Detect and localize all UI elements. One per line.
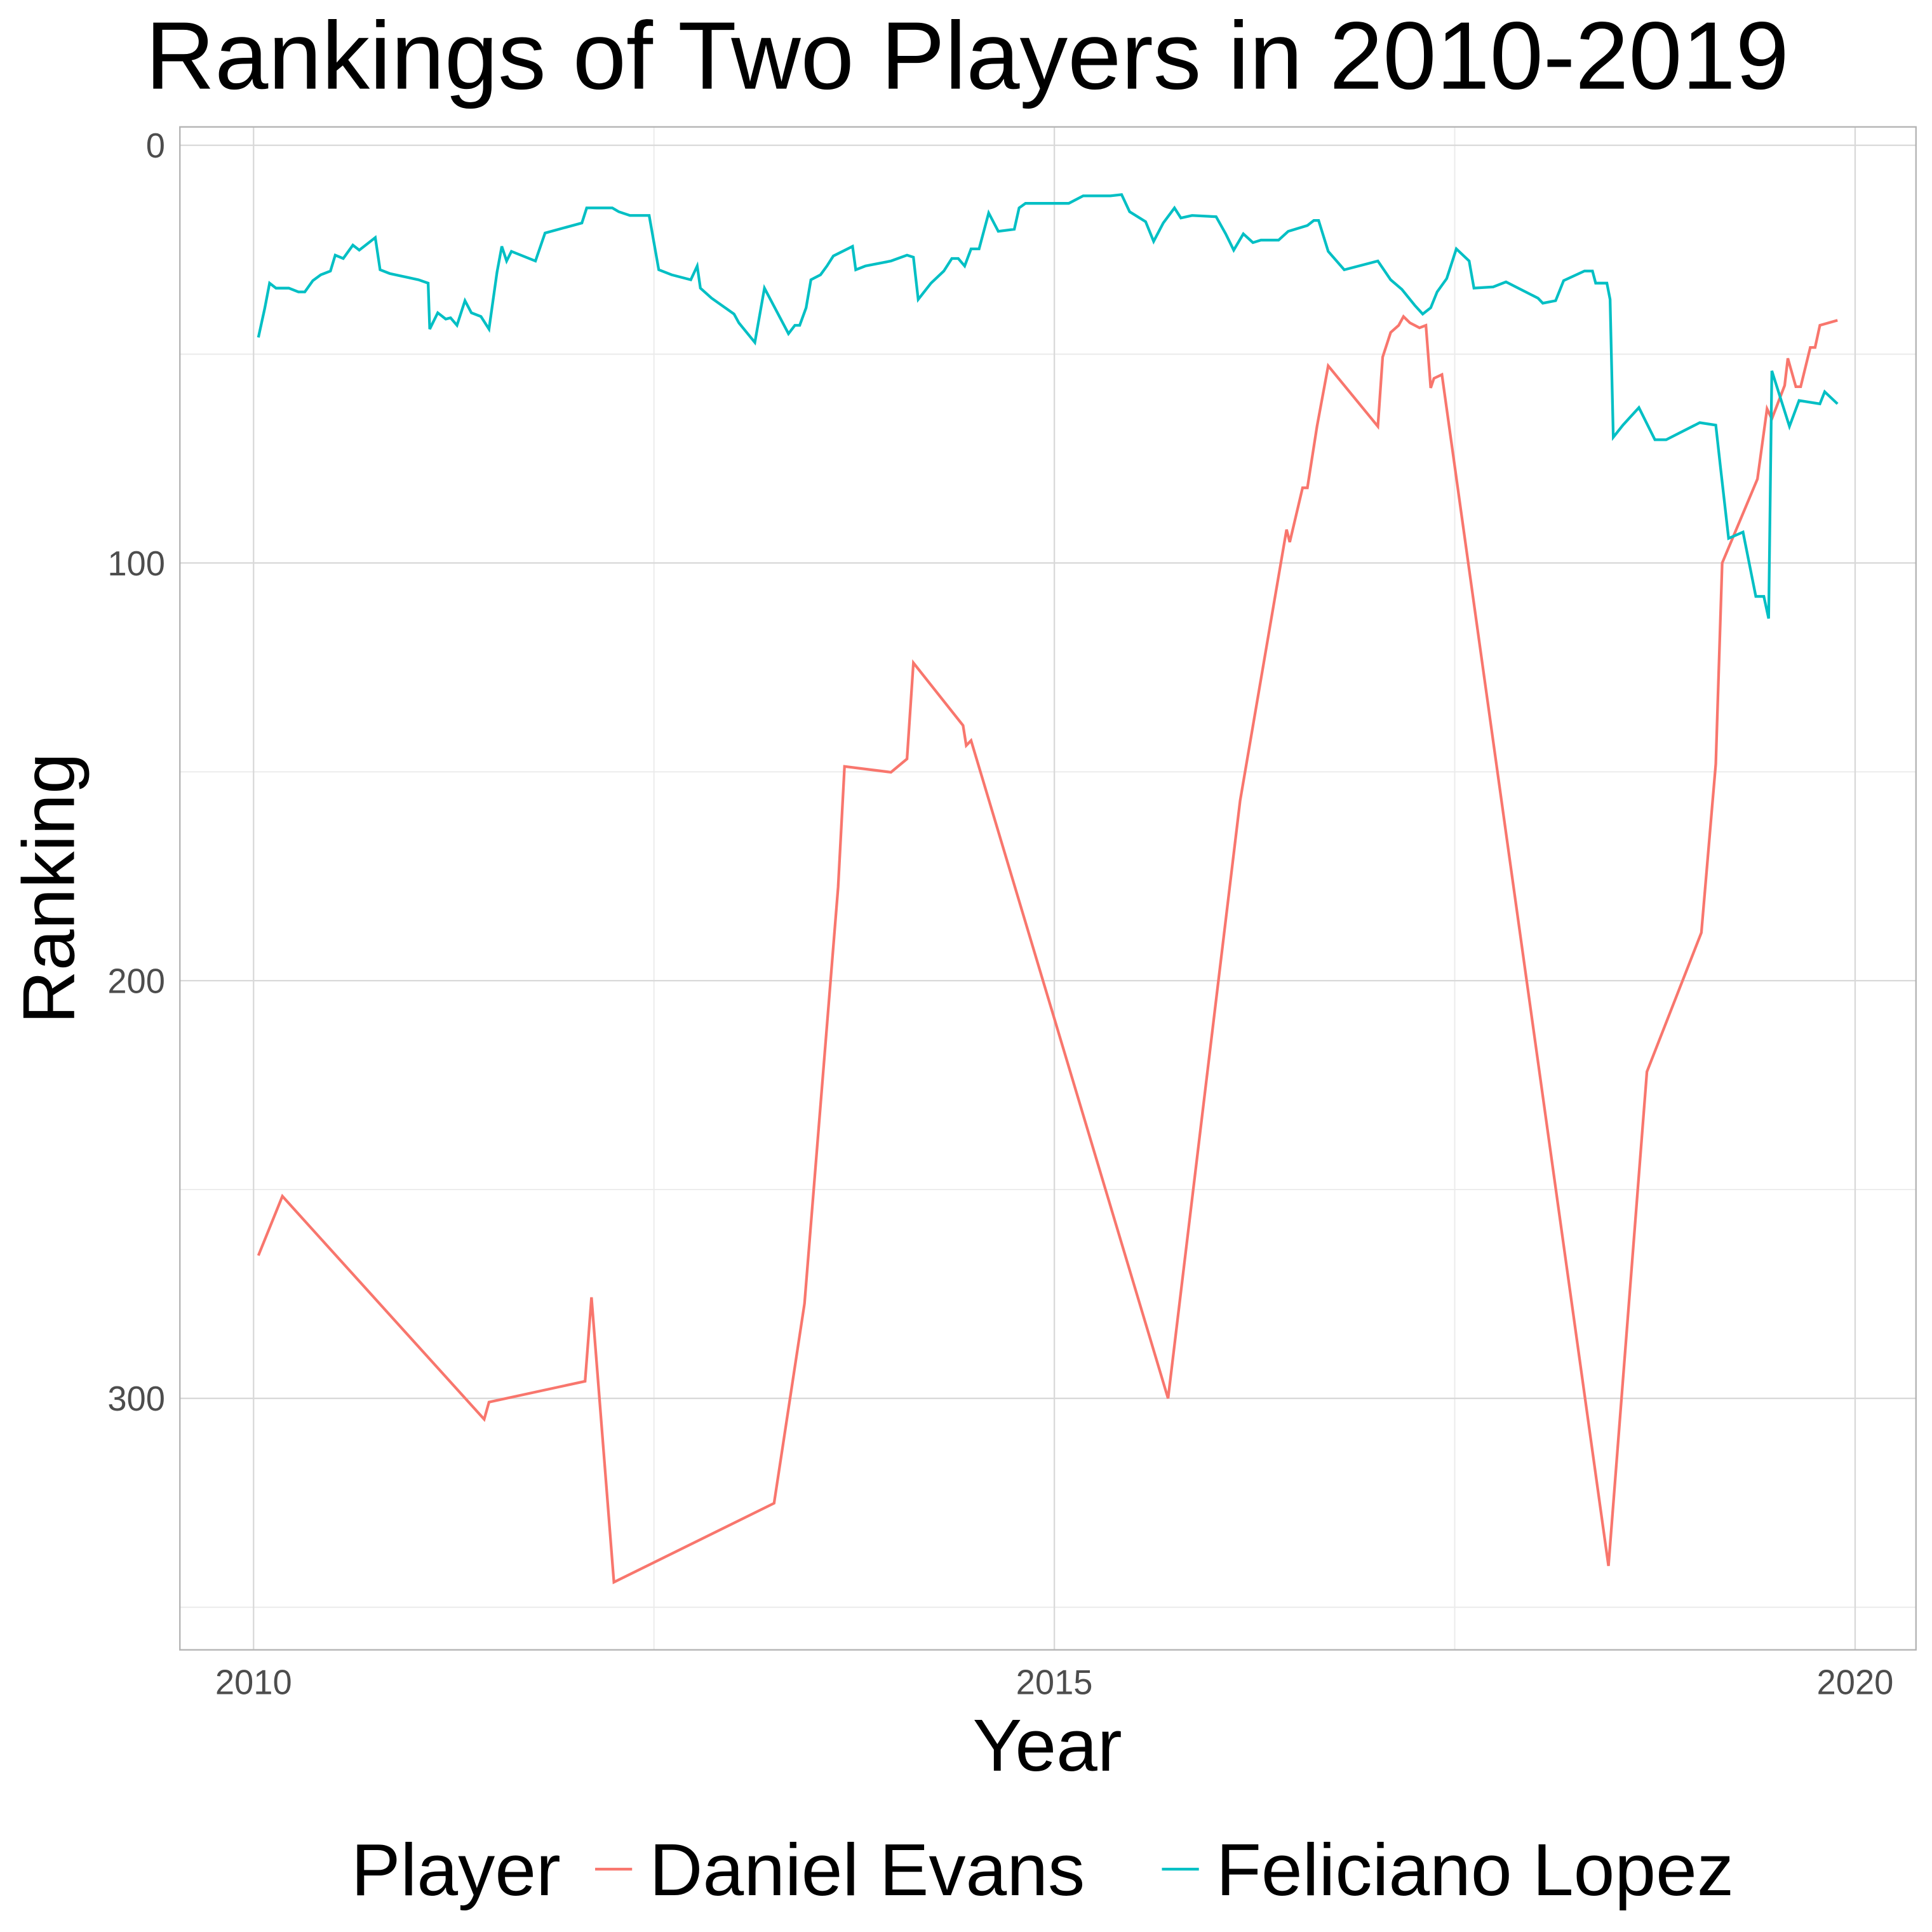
x-tick-label: 2010 bbox=[215, 1663, 292, 1702]
y-tick-label: 200 bbox=[107, 962, 165, 1001]
legend-label: Daniel Evans bbox=[649, 1828, 1085, 1911]
x-axis-label: Year bbox=[972, 1704, 1122, 1787]
legend-label: Feliciano Lopez bbox=[1216, 1828, 1734, 1911]
y-tick-label: 100 bbox=[107, 544, 165, 583]
chart-title: Rankings of Two Players in 2010-2019 bbox=[145, 3, 1789, 110]
x-tick-label: 2015 bbox=[1016, 1663, 1093, 1702]
legend-title: Player bbox=[351, 1828, 561, 1911]
y-axis-label: Ranking bbox=[7, 753, 90, 1024]
x-tick-label: 2020 bbox=[1817, 1663, 1894, 1702]
y-tick-label: 0 bbox=[146, 126, 165, 165]
plot-border bbox=[179, 126, 1917, 1651]
y-tick-label: 300 bbox=[107, 1379, 165, 1418]
data-line bbox=[257, 193, 1839, 619]
data-line bbox=[257, 314, 1838, 1585]
